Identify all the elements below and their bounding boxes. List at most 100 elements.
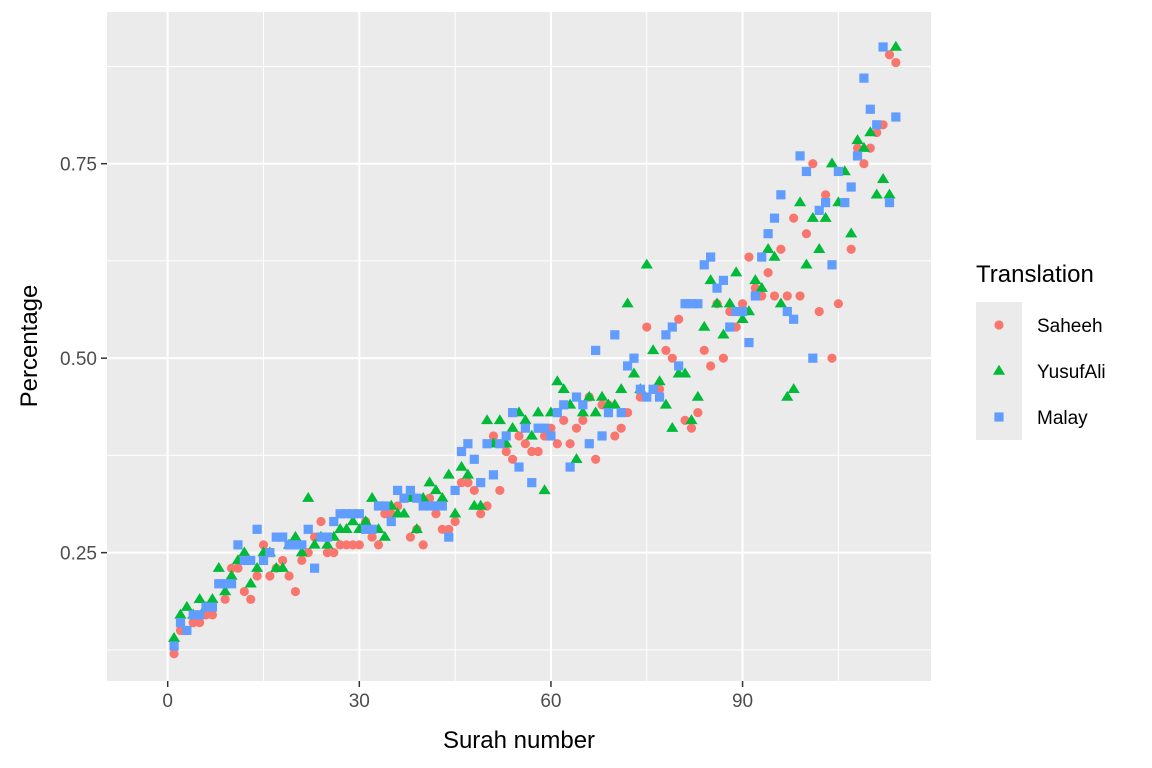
data-point-saheeh [686,423,697,433]
data-point-malay [686,299,697,309]
data-point-malay [201,602,211,612]
data-point-saheeh [284,571,294,581]
data-point-malay [597,431,607,441]
data-point-saheeh [859,159,869,169]
data-point-yusufali [193,593,206,604]
data-point-yusufali [167,632,181,642]
data-point-yusufali [870,188,883,199]
data-point-yusufali [666,421,679,432]
data-point-yusufali [768,250,781,261]
data-point-malay [450,485,460,496]
data-point-saheeh [418,540,428,550]
data-point-malay [852,151,863,161]
data-point-malay [476,478,486,488]
data-point-malay [872,120,882,130]
data-point-yusufali [551,375,564,386]
data-point-malay [361,524,371,534]
data-point-malay [527,478,537,488]
data-point-malay [622,361,633,371]
data-point-yusufali [538,484,551,495]
data-point-saheeh [884,50,895,60]
data-point-malay [175,618,186,628]
data-point-yusufali [864,126,877,137]
data-point-saheeh [290,586,301,597]
y-tick-label: 0.75 [60,155,97,176]
data-point-malay [335,509,345,519]
data-point-malay [827,260,837,270]
data-point-yusufali [883,188,896,199]
data-point-yusufali [787,383,800,394]
data-point-saheeh [667,353,677,363]
data-point-saheeh [801,229,812,239]
data-point-yusufali [442,468,455,479]
x-tick-label: 90 [732,691,753,712]
data-point-malay [667,322,677,332]
data-point-saheeh [495,485,505,496]
data-point-saheeh [642,322,652,332]
data-point-malay [808,353,818,363]
data-point-yusufali [845,227,858,238]
data-point-saheeh [278,555,288,566]
grid-lines [107,12,931,681]
data-point-saheeh [405,532,416,542]
data-point-malay [169,641,179,651]
data-point-yusufali [308,538,321,549]
data-point-saheeh [763,267,773,278]
data-point-saheeh [827,353,837,363]
data-point-malay [591,345,601,355]
data-point-yusufali [480,414,494,425]
data-point-saheeh [207,610,217,620]
data-point-saheeh [246,594,256,604]
data-point-yusufali [474,499,487,510]
data-point-yusufali [717,328,730,339]
data-point-yusufali [302,491,315,502]
data-point-malay [801,166,812,177]
data-point-saheeh [508,454,518,464]
data-point-yusufali [653,375,666,386]
data-point-saheeh [616,423,626,433]
data-point-saheeh [469,485,479,496]
data-point-yusufali [378,530,391,541]
data-point-malay [814,205,824,215]
data-point-saheeh [233,563,243,573]
data-point-saheeh [252,571,262,581]
data-point-yusufali [506,421,519,432]
data-point-yusufali [410,523,423,534]
data-point-saheeh [380,509,390,519]
data-point-malay [271,532,281,542]
data-point-malay [648,384,658,394]
data-point-malay [380,501,390,511]
legend-label: Saheeh [1037,316,1103,337]
data-point-yusufali [647,344,660,355]
data-point-yusufali [251,562,264,572]
data-point-malay [616,408,626,418]
data-point-malay [769,213,780,223]
data-point-yusufali [212,562,225,572]
data-point-yusufali [774,297,787,308]
data-point-saheeh [559,415,569,426]
data-point-malay [182,625,192,636]
data-point-malay [258,555,269,566]
data-point-malay [488,470,499,480]
data-point-yusufali [397,507,411,518]
data-point-yusufali [532,406,545,417]
data-point-malay [463,439,473,449]
data-point-malay [699,260,709,270]
data-point-malay [444,532,454,542]
data-point-yusufali [576,406,589,417]
data-point-saheeh [463,478,473,488]
data-point-malay [578,400,588,410]
legend-title: Translation [976,261,1094,288]
data-point-malay [718,275,729,285]
data-point-malay [495,439,505,449]
data-point-saheeh [437,524,447,534]
data-point-saheeh [367,532,377,542]
x-axis-title: Surah number [443,727,595,754]
data-point-malay [386,516,396,527]
data-point-saheeh [297,555,307,566]
data-point-malay [878,42,888,52]
data-point-malay [341,509,352,519]
data-point-saheeh [833,299,843,309]
data-point-malay [712,283,722,293]
